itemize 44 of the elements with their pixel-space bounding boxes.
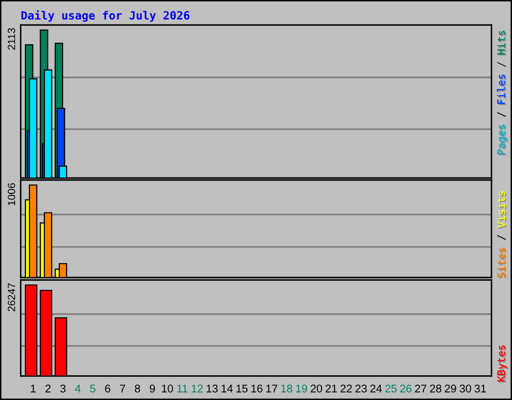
x-tick-label: 20 xyxy=(310,384,322,392)
x-tick-label: 6 xyxy=(105,384,110,392)
text: 1006 xyxy=(8,183,16,206)
x-tick-label: 17 xyxy=(266,384,278,392)
text: 2113 xyxy=(8,28,16,50)
x-tick-label: 23 xyxy=(355,384,367,392)
x-tick-label: 13 xyxy=(206,384,218,392)
x-tick-label: 9 xyxy=(150,384,155,392)
x-tick-label: 28 xyxy=(430,384,442,392)
x-tick-label: 30 xyxy=(460,384,472,392)
x-tick-label: 15 xyxy=(236,384,248,392)
text: / xyxy=(497,62,506,67)
text: / xyxy=(497,112,506,117)
x-tick-label: 12 xyxy=(192,384,203,392)
x-tick-label: 21 xyxy=(326,384,337,392)
text: / xyxy=(497,234,506,240)
x-tick-label: 4 xyxy=(75,384,81,392)
text: Hits xyxy=(496,30,506,56)
x-tick-label: 18 xyxy=(281,384,292,392)
text: Visits xyxy=(496,191,506,229)
x-tick-label: 3 xyxy=(60,384,66,392)
text: Pages xyxy=(497,124,508,156)
x-tick-label: 5 xyxy=(90,384,96,392)
x-tick-label: 19 xyxy=(296,384,308,392)
x-tick-label: 1 xyxy=(30,384,36,392)
x-tick-label: 14 xyxy=(222,384,233,392)
text: KBytes xyxy=(497,345,508,382)
x-tick-label: 16 xyxy=(251,384,262,392)
x-tick-label: 11 xyxy=(177,384,188,392)
text: Sites xyxy=(496,248,506,278)
x-tick-label: 29 xyxy=(444,384,456,392)
x-tick-label: 22 xyxy=(340,384,352,392)
x-tick-label: 31 xyxy=(474,384,486,392)
x-tick-label: 8 xyxy=(134,384,140,392)
x-tick-label: 10 xyxy=(162,384,174,392)
x-tick-label: 26 xyxy=(400,384,412,392)
x-tick-label: 7 xyxy=(120,384,126,392)
x-tick-label: 2 xyxy=(46,384,51,392)
x-tick-label: 25 xyxy=(385,384,397,392)
x-tick-label: 27 xyxy=(415,384,426,392)
text: 26247 xyxy=(8,283,16,312)
chart-title: Daily usage for July 2026 xyxy=(21,10,190,22)
text: Files xyxy=(496,74,506,105)
x-tick-label: 24 xyxy=(370,384,382,392)
